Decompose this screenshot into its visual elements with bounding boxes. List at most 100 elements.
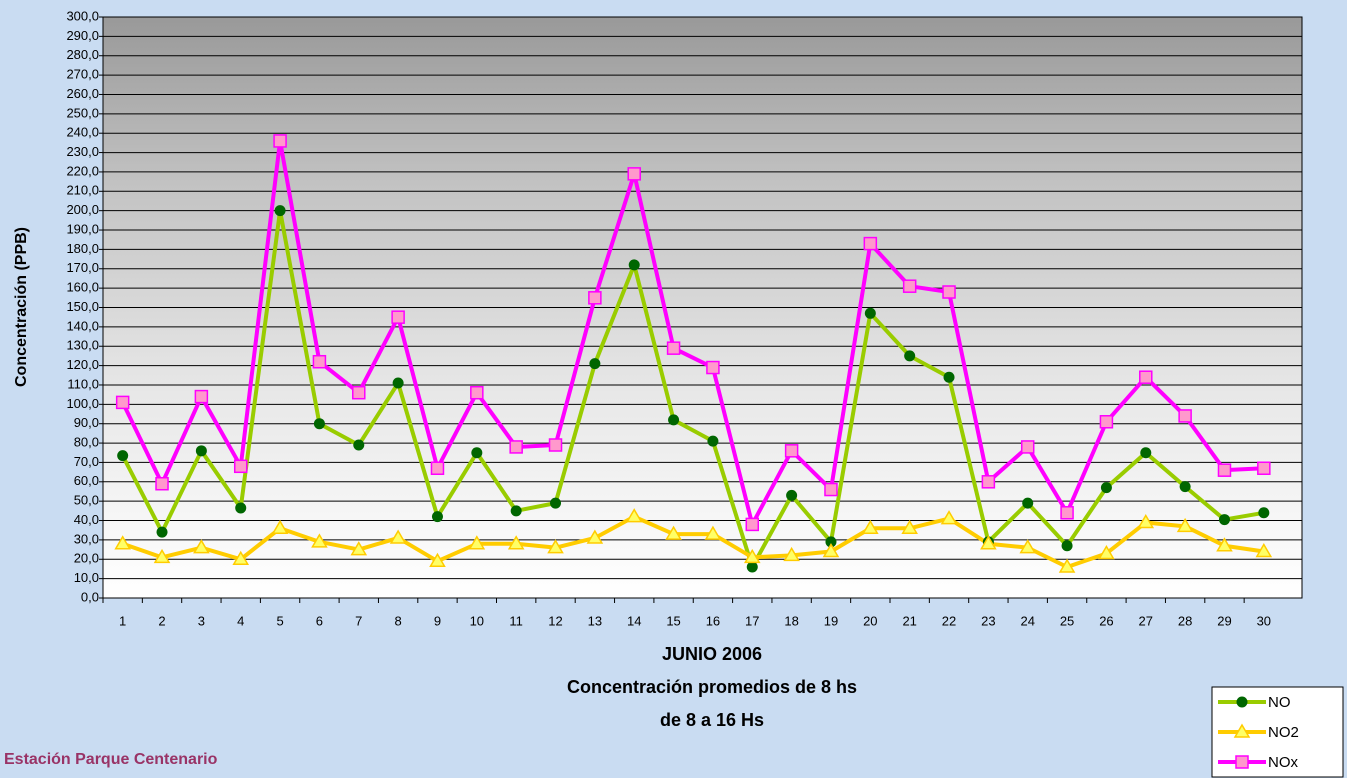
data-point [746, 561, 758, 573]
y-tick-label: 240,0 [66, 125, 99, 140]
y-tick-label: 40,0 [74, 512, 99, 527]
data-point [114, 535, 131, 550]
data-point [588, 291, 602, 305]
x-tick-label: 7 [355, 613, 362, 628]
data-point [468, 535, 486, 550]
y-tick-label: 20,0 [74, 551, 99, 566]
data-point [824, 482, 838, 497]
data-point [1099, 415, 1114, 429]
y-tick-label: 260,0 [66, 86, 99, 101]
data-point [235, 502, 247, 514]
data-point [391, 310, 405, 324]
x-tick-label: 12 [548, 613, 562, 628]
data-point [271, 519, 289, 535]
y-tick-label: 250,0 [66, 105, 99, 120]
y-tick-label: 10,0 [74, 570, 99, 585]
data-point [904, 350, 916, 362]
y-tick-label: 300,0 [66, 8, 99, 23]
x-tick-label: 22 [942, 613, 956, 628]
data-point [745, 517, 760, 532]
legend-marker [1236, 696, 1248, 708]
data-point [1178, 409, 1192, 423]
data-point [784, 444, 799, 458]
y-tick-label: 290,0 [66, 28, 99, 43]
series-line [120, 138, 1264, 527]
y-tick-label: 210,0 [66, 183, 99, 198]
data-point [392, 377, 404, 389]
data-point [431, 511, 443, 523]
x-tick-label: 3 [198, 613, 205, 628]
data-point [550, 497, 562, 509]
x-tick-label: 29 [1217, 613, 1231, 628]
data-point [352, 385, 366, 400]
y-tick-label: 30,0 [74, 531, 99, 546]
data-point [232, 550, 250, 566]
data-point [274, 205, 286, 217]
legend-label: NO [1268, 694, 1291, 711]
data-point [510, 505, 522, 517]
y-tick-label: 100,0 [66, 396, 99, 411]
data-point [862, 519, 879, 535]
x-tick-label: 1 [119, 613, 126, 628]
y-tick-label: 280,0 [66, 47, 99, 62]
data-point [1179, 481, 1191, 493]
data-point [940, 510, 958, 525]
data-point [589, 358, 601, 370]
data-point [942, 285, 956, 299]
data-point [1216, 537, 1233, 552]
data-point [1257, 461, 1271, 475]
data-point [430, 461, 445, 475]
y-tick-label: 130,0 [66, 338, 99, 353]
data-point [786, 489, 798, 501]
legend-label: NO2 [1268, 724, 1299, 741]
data-point [586, 529, 604, 544]
data-point [783, 546, 800, 562]
data-point [193, 539, 210, 554]
x-tick-label: 15 [666, 613, 680, 628]
data-point [1060, 506, 1074, 520]
x-tick-label: 10 [470, 613, 484, 628]
x-tick-label: 11 [509, 613, 523, 628]
data-point [117, 450, 129, 462]
data-point [273, 134, 287, 148]
x-tick-label: 17 [745, 613, 759, 628]
data-point [1217, 463, 1232, 477]
data-point [155, 476, 169, 491]
y-tick-label: 60,0 [74, 473, 99, 488]
data-point [981, 475, 996, 489]
data-point [665, 525, 682, 540]
data-point [311, 533, 328, 548]
data-point [1022, 497, 1034, 509]
data-point [902, 279, 917, 293]
x-tick-label: 25 [1060, 613, 1074, 628]
series-line [122, 514, 1265, 570]
data-point [548, 438, 563, 452]
y-tick-label: 230,0 [66, 144, 99, 159]
data-point [353, 439, 365, 451]
data-point [194, 389, 209, 404]
y-tick-label: 170,0 [66, 260, 99, 275]
data-point [980, 535, 997, 550]
data-point [156, 526, 168, 538]
data-point [547, 539, 564, 554]
data-point [153, 548, 171, 564]
data-point [1098, 544, 1115, 560]
data-point [1176, 517, 1194, 533]
y-axis-label: Concentración (PPB) [13, 227, 30, 387]
x-tick-label: 21 [902, 613, 916, 628]
data-point [507, 535, 525, 550]
data-point [628, 259, 640, 271]
legend-label: NOx [1268, 754, 1299, 771]
y-tick-label: 110,0 [67, 376, 99, 391]
y-tick-label: 90,0 [74, 415, 99, 430]
data-point [1139, 370, 1153, 384]
x-tick-label: 27 [1139, 613, 1153, 628]
data-point [704, 525, 722, 540]
x-tick-label: 8 [395, 613, 402, 628]
x-axis-title: de 8 a 16 Hs [660, 710, 764, 730]
data-point [625, 508, 643, 523]
data-point [470, 385, 484, 400]
data-point [1061, 540, 1073, 552]
y-tick-label: 180,0 [66, 241, 99, 256]
